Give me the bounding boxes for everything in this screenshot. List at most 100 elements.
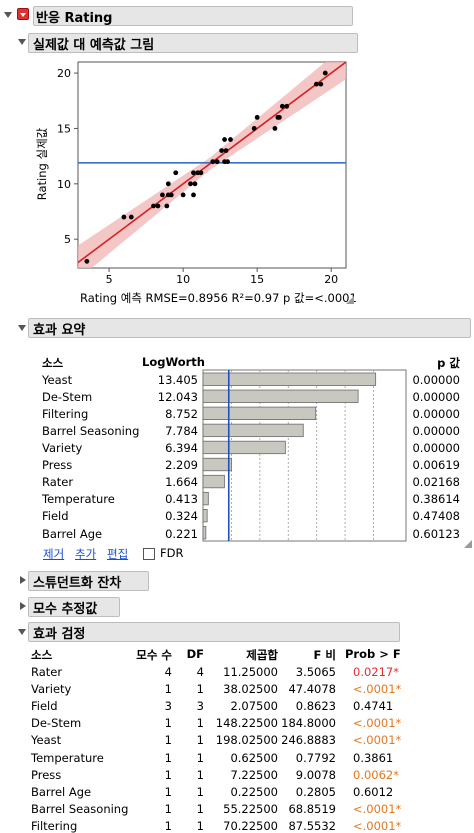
tests-row-source: Barrel Seasoning — [31, 801, 129, 816]
logworth-bar — [202, 508, 208, 523]
residuals-title: 스튜던트화 잔차 — [33, 575, 122, 591]
summary-row-logworth: 12.043 — [157, 390, 198, 405]
tests-row-prob: <.0001* — [353, 716, 402, 731]
tests-row-f: 68.8519 — [288, 801, 336, 816]
plot-section-header[interactable]: 실제값 대 예측값 그림 — [28, 33, 358, 53]
tests-row-prob: 0.0062* — [353, 767, 399, 782]
tests-row-prob: 0.3861 — [353, 750, 394, 765]
tests-row-nparm: 1 — [164, 682, 172, 697]
data-point — [313, 81, 319, 87]
tests-row-source: Yeast — [31, 733, 62, 748]
fdr-checkbox[interactable] — [143, 548, 155, 560]
tests-row-ss: 2.07500 — [230, 699, 278, 714]
tests-row-source: Filtering — [31, 818, 78, 833]
summary-row-pvalue: 0.00000 — [412, 441, 460, 456]
tests-row-df: 1 — [196, 818, 204, 833]
disclosure-closed-icon[interactable] — [20, 602, 26, 610]
summary-row-source: Barrel Seasoning — [42, 424, 140, 439]
logworth-bar — [202, 457, 232, 472]
report-title: 반응 Rating — [36, 10, 113, 26]
disclosure-open-icon[interactable] — [18, 325, 26, 331]
data-point — [128, 214, 134, 220]
tests-row-ss: 7.22500 — [230, 767, 278, 782]
plot-xlabel: Rating 예측 RMSE=0.8956 R²=0.97 p 값=<.0001 — [80, 290, 357, 306]
data-point — [210, 159, 216, 165]
tests-col-df: DF — [186, 647, 204, 661]
tests-row-f: 0.8623 — [295, 699, 336, 714]
data-point — [168, 192, 174, 198]
summary-row-source: Field — [42, 509, 69, 524]
tests-header[interactable]: 효과 검정 — [28, 622, 400, 642]
params-header[interactable]: 모수 추정값 — [28, 597, 120, 617]
disclosure-open-icon[interactable] — [18, 629, 26, 635]
logworth-bar-panel — [202, 369, 407, 542]
tests-row-prob: <.0001* — [353, 818, 402, 833]
data-point — [164, 203, 170, 209]
tests-col-ss: 제곱합 — [246, 648, 278, 662]
data-point — [223, 148, 229, 154]
disclosure-closed-icon[interactable] — [20, 576, 26, 584]
logworth-bar — [202, 389, 359, 403]
data-point — [159, 192, 165, 198]
tests-row-prob: 0.0217* — [353, 665, 399, 679]
tests-row-source: Rater — [31, 665, 63, 679]
data-point — [198, 170, 204, 176]
summary-row-pvalue: 0.38614 — [412, 492, 460, 507]
plot-section-title: 실제값 대 예측값 그림 — [33, 37, 155, 53]
report-header: 반응 Rating — [33, 6, 353, 26]
summary-row-logworth: 13.405 — [157, 373, 198, 387]
remove-link[interactable]: 제거 — [43, 547, 65, 561]
data-point — [279, 103, 285, 109]
tests-row-f: 0.7792 — [295, 750, 336, 765]
residuals-header[interactable]: 스튜던트화 잔차 — [28, 571, 149, 591]
disclosure-open-icon[interactable] — [18, 39, 26, 45]
tests-row-ss: 70.22500 — [223, 818, 278, 833]
summary-row-logworth: 0.413 — [165, 492, 198, 507]
actual-by-predicted-plot[interactable]: 5 10 15 20 5 10 15 20 — [0, 0, 474, 300]
tests-row-f: 3.5065 — [295, 665, 336, 679]
resize-grip-icon[interactable] — [464, 540, 472, 548]
tests-row-df: 1 — [196, 716, 204, 731]
summary-row-source: De-Stem — [42, 390, 93, 405]
data-point — [284, 103, 290, 109]
tests-row-df: 1 — [196, 682, 204, 697]
data-point — [228, 137, 233, 142]
data-point — [276, 114, 282, 120]
resize-grip-icon[interactable] — [346, 296, 354, 304]
data-point — [214, 159, 220, 165]
edit-link[interactable]: 편집 — [107, 547, 129, 561]
x-tick-label: 20 — [324, 273, 338, 286]
summary-row-logworth: 0.324 — [165, 509, 198, 524]
tests-row-ss: 0.62500 — [230, 750, 278, 765]
summary-row-source: Barrel Age — [42, 526, 103, 541]
summary-row-logworth: 0.221 — [165, 526, 198, 541]
tests-row-prob: <.0001* — [353, 801, 402, 816]
tests-col-prob: Prob > F — [345, 647, 401, 661]
red-triangle-menu-icon[interactable] — [17, 8, 29, 20]
summary-col-p: p 값 — [437, 356, 460, 370]
tests-col-nparm: 모수 수 — [136, 648, 172, 662]
tests-row-prob: <.0001* — [353, 682, 402, 697]
tests-row-f: 184.8000 — [281, 716, 336, 731]
disclosure-open-icon[interactable] — [4, 12, 12, 18]
x-tick-label: 5 — [106, 273, 113, 286]
tests-row-prob: <.0001* — [353, 733, 402, 748]
tests-row-nparm: 3 — [164, 699, 172, 714]
summary-header[interactable]: 효과 요약 — [28, 318, 471, 338]
summary-row-pvalue: 0.00000 — [412, 390, 460, 405]
add-link[interactable]: 추가 — [75, 547, 97, 561]
summary-row-source: Temperature — [42, 492, 115, 507]
tests-row-source: Press — [31, 767, 62, 782]
data-point — [180, 192, 186, 198]
tests-row-df: 1 — [196, 767, 204, 782]
logworth-bar — [202, 406, 317, 421]
tests-row-df: 1 — [196, 750, 204, 765]
tests-row-source: Variety — [31, 682, 72, 697]
summary-row-pvalue: 0.00000 — [412, 407, 460, 422]
x-tick-label: 10 — [176, 273, 190, 286]
logworth-bar — [202, 526, 207, 540]
tests-row-ss: 38.02500 — [223, 682, 278, 697]
summary-title: 효과 요약 — [33, 322, 86, 338]
data-point — [188, 181, 193, 187]
data-point — [222, 137, 227, 142]
